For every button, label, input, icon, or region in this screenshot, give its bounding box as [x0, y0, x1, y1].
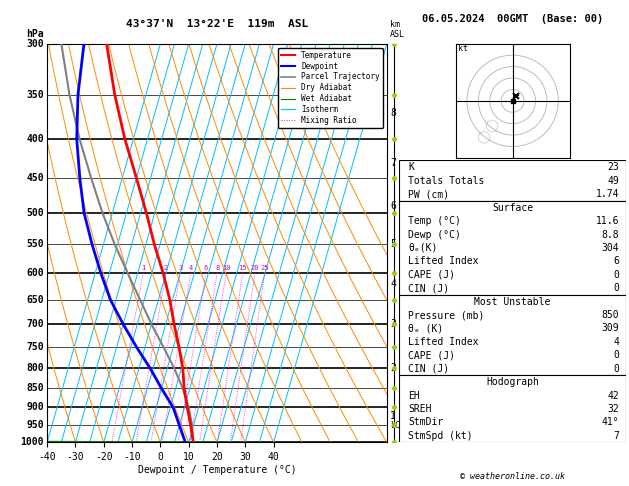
Text: 5: 5 — [390, 240, 396, 249]
Text: K: K — [408, 162, 415, 173]
Text: Totals Totals: Totals Totals — [408, 176, 485, 186]
Text: Dewp (°C): Dewp (°C) — [408, 229, 461, 240]
Text: 10: 10 — [222, 265, 230, 271]
Text: 11.6: 11.6 — [596, 216, 619, 226]
Text: 25: 25 — [260, 265, 269, 271]
Text: 8.8: 8.8 — [601, 229, 619, 240]
Text: kt: kt — [458, 44, 468, 52]
Text: 0: 0 — [613, 350, 619, 360]
Text: 7: 7 — [613, 431, 619, 441]
Bar — [399, 295, 626, 375]
Text: Pressure (mb): Pressure (mb) — [408, 310, 485, 320]
Text: 2: 2 — [390, 364, 396, 373]
Text: 1.74: 1.74 — [596, 189, 619, 199]
Text: SREH: SREH — [408, 404, 432, 414]
Text: 304: 304 — [601, 243, 619, 253]
Text: LCL: LCL — [390, 421, 405, 430]
Text: 309: 309 — [601, 324, 619, 333]
Text: CIN (J): CIN (J) — [408, 283, 450, 293]
Text: 6: 6 — [613, 256, 619, 266]
Text: 15: 15 — [238, 265, 247, 271]
Text: 8: 8 — [215, 265, 220, 271]
Text: Mixing Ratio  (g/kg): Mixing Ratio (g/kg) — [404, 253, 413, 353]
Text: 7: 7 — [390, 158, 396, 168]
Text: CAPE (J): CAPE (J) — [408, 350, 455, 360]
Text: StmSpd (kt): StmSpd (kt) — [408, 431, 473, 441]
Text: 4: 4 — [390, 279, 396, 289]
X-axis label: Dewpoint / Temperature (°C): Dewpoint / Temperature (°C) — [138, 465, 296, 475]
Text: 8: 8 — [390, 108, 396, 118]
Text: 43°37'N  13°22'E  119m  ASL: 43°37'N 13°22'E 119m ASL — [126, 19, 308, 29]
Text: 6: 6 — [204, 265, 208, 271]
Text: Temp (°C): Temp (°C) — [408, 216, 461, 226]
Text: EH: EH — [408, 391, 420, 400]
Text: 650: 650 — [26, 295, 44, 305]
Text: 3: 3 — [390, 319, 396, 329]
Text: Surface: Surface — [492, 203, 533, 213]
Text: 950: 950 — [26, 420, 44, 430]
Text: 900: 900 — [26, 402, 44, 413]
Text: Most Unstable: Most Unstable — [474, 296, 551, 307]
Text: 400: 400 — [26, 134, 44, 144]
Text: PW (cm): PW (cm) — [408, 189, 450, 199]
Text: 800: 800 — [26, 364, 44, 373]
Text: 1: 1 — [390, 412, 396, 421]
Text: hPa: hPa — [26, 29, 44, 39]
Text: 20: 20 — [251, 265, 259, 271]
Text: 550: 550 — [26, 240, 44, 249]
Text: 2: 2 — [164, 265, 168, 271]
Text: 750: 750 — [26, 342, 44, 352]
Text: 42: 42 — [608, 391, 619, 400]
Text: 850: 850 — [601, 310, 619, 320]
Text: 450: 450 — [26, 173, 44, 183]
Text: 3: 3 — [178, 265, 182, 271]
Text: θₑ(K): θₑ(K) — [408, 243, 438, 253]
Text: StmDir: StmDir — [408, 417, 443, 427]
Text: 700: 700 — [26, 319, 44, 329]
Text: 49: 49 — [608, 176, 619, 186]
Text: CAPE (J): CAPE (J) — [408, 270, 455, 280]
Text: θₑ (K): θₑ (K) — [408, 324, 443, 333]
Text: CIN (J): CIN (J) — [408, 364, 450, 374]
Text: Lifted Index: Lifted Index — [408, 256, 479, 266]
Text: 300: 300 — [26, 39, 44, 49]
Text: 600: 600 — [26, 268, 44, 278]
Bar — [399, 375, 626, 442]
Text: 41°: 41° — [601, 417, 619, 427]
Text: 0: 0 — [613, 283, 619, 293]
Text: 500: 500 — [26, 208, 44, 218]
Text: 0: 0 — [613, 270, 619, 280]
Text: 350: 350 — [26, 90, 44, 100]
Text: 0: 0 — [613, 364, 619, 374]
Bar — [399, 160, 626, 201]
Text: 06.05.2024  00GMT  (Base: 00): 06.05.2024 00GMT (Base: 00) — [422, 14, 603, 24]
Text: 850: 850 — [26, 383, 44, 394]
Legend: Temperature, Dewpoint, Parcel Trajectory, Dry Adiabat, Wet Adiabat, Isotherm, Mi: Temperature, Dewpoint, Parcel Trajectory… — [279, 48, 383, 128]
Text: Hodograph: Hodograph — [486, 377, 539, 387]
Text: 23: 23 — [608, 162, 619, 173]
Text: 1: 1 — [141, 265, 145, 271]
Text: 4: 4 — [189, 265, 193, 271]
Text: Lifted Index: Lifted Index — [408, 337, 479, 347]
Text: 4: 4 — [613, 337, 619, 347]
Text: km
ASL: km ASL — [390, 20, 405, 39]
Text: © weatheronline.co.uk: © weatheronline.co.uk — [460, 472, 565, 481]
Text: 1000: 1000 — [20, 437, 44, 447]
Text: 32: 32 — [608, 404, 619, 414]
Bar — [399, 201, 626, 295]
Text: 6: 6 — [390, 201, 396, 211]
